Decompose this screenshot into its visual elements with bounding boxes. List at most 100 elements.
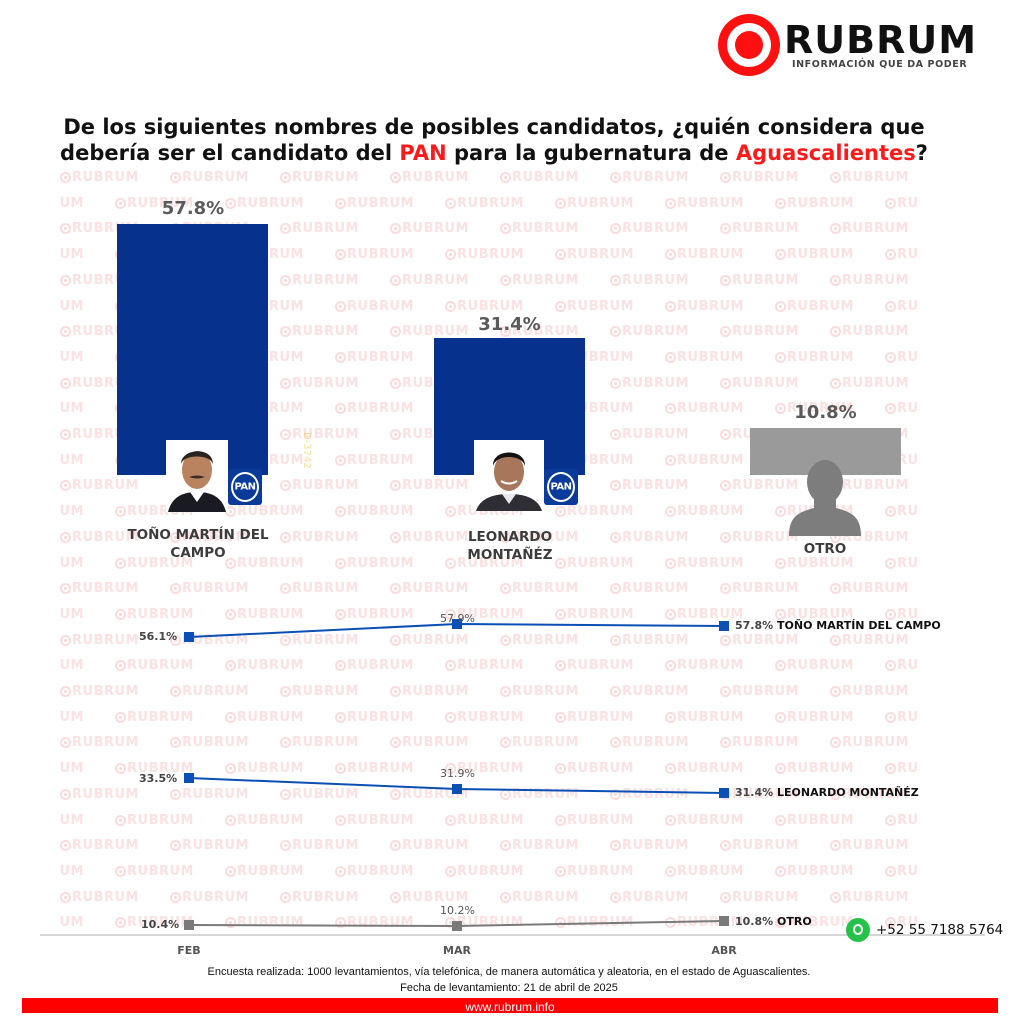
watermark: RUBRUM <box>720 324 799 339</box>
series-name: OTRO <box>777 915 812 928</box>
website-link[interactable]: www.rubrum.info <box>465 1000 555 1014</box>
watermark: RUBRUM <box>885 299 920 314</box>
watermark: RUBRUM <box>775 761 854 776</box>
watermark: RUBRUM <box>115 761 194 776</box>
watermark: RUBRUM <box>115 658 194 673</box>
logo-tagline: INFORMACIÓN QUE DA PODER <box>792 59 968 70</box>
watermark: RUBRUM <box>445 710 524 725</box>
watermark: RUBRUM <box>665 607 744 622</box>
watermark: RUBRUM <box>555 761 634 776</box>
watermark: RUBRUM <box>665 556 744 571</box>
series-end-label: 57.8% TOÑO MARTÍN DEL CAMPO <box>735 619 941 632</box>
point-label: 57.8% <box>735 619 774 632</box>
watermark: RUBRUM <box>555 915 634 930</box>
watermark: RUBRUM <box>500 221 579 236</box>
watermark: RUBRUM <box>170 787 249 802</box>
watermark: RUBRUM <box>720 376 799 391</box>
watermark: RUBRUM <box>280 530 359 545</box>
watermark: RUBRUM <box>555 556 634 571</box>
watermark: RUBRUM <box>335 401 414 416</box>
watermark: RUBRUM <box>335 196 414 211</box>
watermark: RUBRUM <box>775 196 854 211</box>
watermark: RUBRUM <box>720 478 799 493</box>
watermark: RUBRUM <box>280 324 359 339</box>
watermark: RUBRUM <box>830 838 909 853</box>
watermark: RUBRUM <box>610 221 689 236</box>
candidate-name-line1: TOÑO MARTÍN DEL <box>127 527 269 543</box>
watermark: RUBRUM <box>115 556 194 571</box>
candidate-name-line2: MONTAÑÉZ <box>467 547 553 563</box>
watermark: RUBRUM <box>280 633 359 648</box>
whatsapp-icon <box>846 918 870 942</box>
bar-tono-martin <box>117 224 268 475</box>
watermark: RUBRUM <box>280 890 359 905</box>
watermark: RUBRUM <box>335 710 414 725</box>
candidate-name-line2: CAMPO <box>170 545 226 561</box>
whatsapp-number: +52 55 7188 5764 <box>876 922 1004 938</box>
watermark: RUBRUM <box>390 530 469 545</box>
watermark: RUBRUM <box>720 581 799 596</box>
point-label: 10.2% <box>440 904 475 917</box>
watermark: RUBRUM <box>60 735 139 750</box>
watermark: RUBRUM <box>830 735 909 750</box>
watermark: RUBRUM <box>280 427 359 442</box>
watermark: RUBRUM <box>775 864 854 879</box>
watermark: RUBRUM <box>665 658 744 673</box>
watermark: RUBRUM <box>390 324 469 339</box>
watermark: RUBRUM <box>445 247 524 262</box>
series-end-label: 31.4% LEONARDO MONTAÑÉZ <box>735 786 919 799</box>
bar-value-label: 57.8% <box>161 198 225 219</box>
watermark: RUBRUM <box>225 813 304 828</box>
watermark: RUBRUM <box>390 478 469 493</box>
watermark: RUBRUM <box>170 684 249 699</box>
watermark: RUBRUM <box>665 299 744 314</box>
watermark: RUBRUM <box>885 761 920 776</box>
watermark: RUBRUM <box>60 478 139 493</box>
watermark: RUBRUM <box>830 376 909 391</box>
title-text: debería ser el candidato del <box>60 141 400 165</box>
watermark: RUBRUM <box>60 890 139 905</box>
watermark: RUBRUM <box>720 530 799 545</box>
watermark: RUBRUM <box>445 607 524 622</box>
watermark: RUBRUM <box>500 581 579 596</box>
watermark: RUBRUM <box>170 170 249 185</box>
watermark: RUBRUM <box>720 890 799 905</box>
watermark: RUBRUM <box>885 813 920 828</box>
watermark: RUBRUM <box>445 556 524 571</box>
watermark: RUBRUM <box>60 453 84 468</box>
party-highlight: PAN <box>399 141 447 165</box>
title-text: para la gubernatura de <box>446 141 736 165</box>
point-label: 31.9% <box>440 767 475 780</box>
watermark: RUBRUM <box>885 196 920 211</box>
x-axis-tick: ABR <box>711 944 737 957</box>
watermark: RUBRUM <box>445 915 524 930</box>
bar-value-label: 10.8% <box>794 402 857 423</box>
watermark: RUBRUM <box>60 633 139 648</box>
watermark: RUBRUM <box>280 787 359 802</box>
pan-party-logo: PAN <box>228 469 262 505</box>
watermark: RUBRUM <box>665 196 744 211</box>
whatsapp-contact[interactable]: +52 55 7188 5764 <box>846 918 1003 942</box>
watermark: RUBRUM <box>885 658 920 673</box>
watermark: RUBRUM <box>720 838 799 853</box>
watermark: RUBRUM <box>500 735 579 750</box>
target-logo-icon <box>718 14 780 76</box>
watermark: RUBRUM <box>170 633 249 648</box>
watermark: RUBRUM <box>60 247 84 262</box>
watermark: RUBRUM <box>60 556 84 571</box>
watermark: RUBRUM <box>280 376 359 391</box>
bar-value-label: 31.4% <box>478 314 541 335</box>
candidate-photo <box>166 440 228 512</box>
watermark: RUBRUM <box>720 273 799 288</box>
watermark: RUBRUM <box>830 170 909 185</box>
watermark: RUBRUM <box>610 376 689 391</box>
watermark: RUBRUM <box>445 761 524 776</box>
watermark: RUBRUM <box>60 401 84 416</box>
watermark: RUBRUM <box>280 581 359 596</box>
point-label: 31.4% <box>735 786 774 799</box>
footer-bar: www.rubrum.info <box>22 998 998 1014</box>
watermark: RUBRUM <box>665 813 744 828</box>
watermark: RUBRUM <box>445 658 524 673</box>
series-end-label: 10.8% OTRO <box>735 915 812 928</box>
watermark: RUBRUM <box>280 273 359 288</box>
